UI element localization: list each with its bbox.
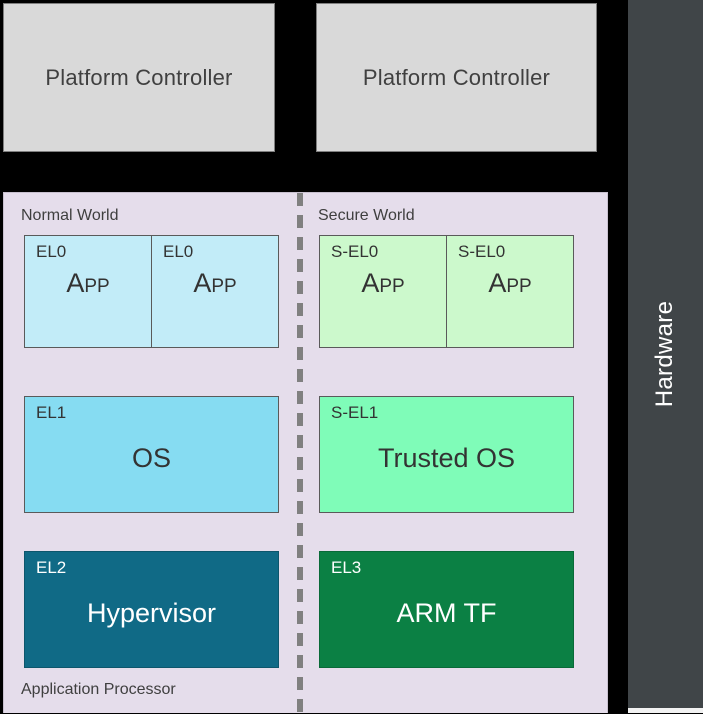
exception-level-tag: EL2 [36,558,67,577]
app-box-title: App [361,268,405,298]
exception-level-tag: S-EL0 [458,242,506,261]
world-divider-dashed-line [297,193,303,714]
app-box-title: App [193,268,237,298]
hardware-label: Hardware [651,300,679,408]
app-box-title: App [66,268,110,298]
hardware-bar: Hardware [628,0,703,708]
firmware-box-title: ARM TF [396,598,497,628]
firmware-box-el2-hypervisor: EL2 Hypervisor [24,551,279,668]
application-processor-panel: Normal World Secure World EL0 App EL0 Ap… [3,192,608,714]
app-box-sel0-secure-1: S-EL0 App [319,235,447,348]
exception-level-tag: S-EL1 [331,403,379,422]
platform-controller-label: Platform Controller [45,64,233,90]
app-box-el0-normal-1: EL0 App [24,235,152,348]
app-box-sel0-secure-2: S-EL0 App [446,235,574,348]
platform-controller-box-right: Platform Controller [316,3,597,152]
app-box-title: App [488,268,532,298]
exception-level-tag: EL1 [36,403,67,422]
platform-controller-label: Platform Controller [362,64,551,90]
app-box-el0-normal-2: EL0 App [151,235,279,348]
firmware-box-el3-arm-tf: EL3 ARM TF [319,551,574,668]
application-processor-label: Application Processor [21,681,176,698]
normal-world-label: Normal World [21,207,119,224]
hardware-bar-footer [628,708,703,713]
os-box-title: OS [131,443,171,473]
secure-world-label: Secure World [318,207,415,224]
exception-level-tag: EL3 [331,558,362,577]
exception-level-tag: EL0 [36,242,67,261]
exception-level-tag: S-EL0 [331,242,379,261]
os-box-title: Trusted OS [377,443,516,473]
os-box-sel1-trusted: S-EL1 Trusted OS [319,396,574,513]
platform-controller-box-left: Platform Controller [3,3,275,152]
os-box-el1-normal: EL1 OS [24,396,279,513]
exception-level-tag: EL0 [163,242,194,261]
firmware-box-title: Hypervisor [86,598,217,628]
